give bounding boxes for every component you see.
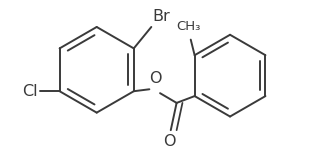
Text: Br: Br <box>152 9 170 24</box>
Text: Cl: Cl <box>23 84 38 99</box>
Text: O: O <box>164 134 176 149</box>
Text: O: O <box>149 71 161 86</box>
Text: CH₃: CH₃ <box>177 20 201 33</box>
